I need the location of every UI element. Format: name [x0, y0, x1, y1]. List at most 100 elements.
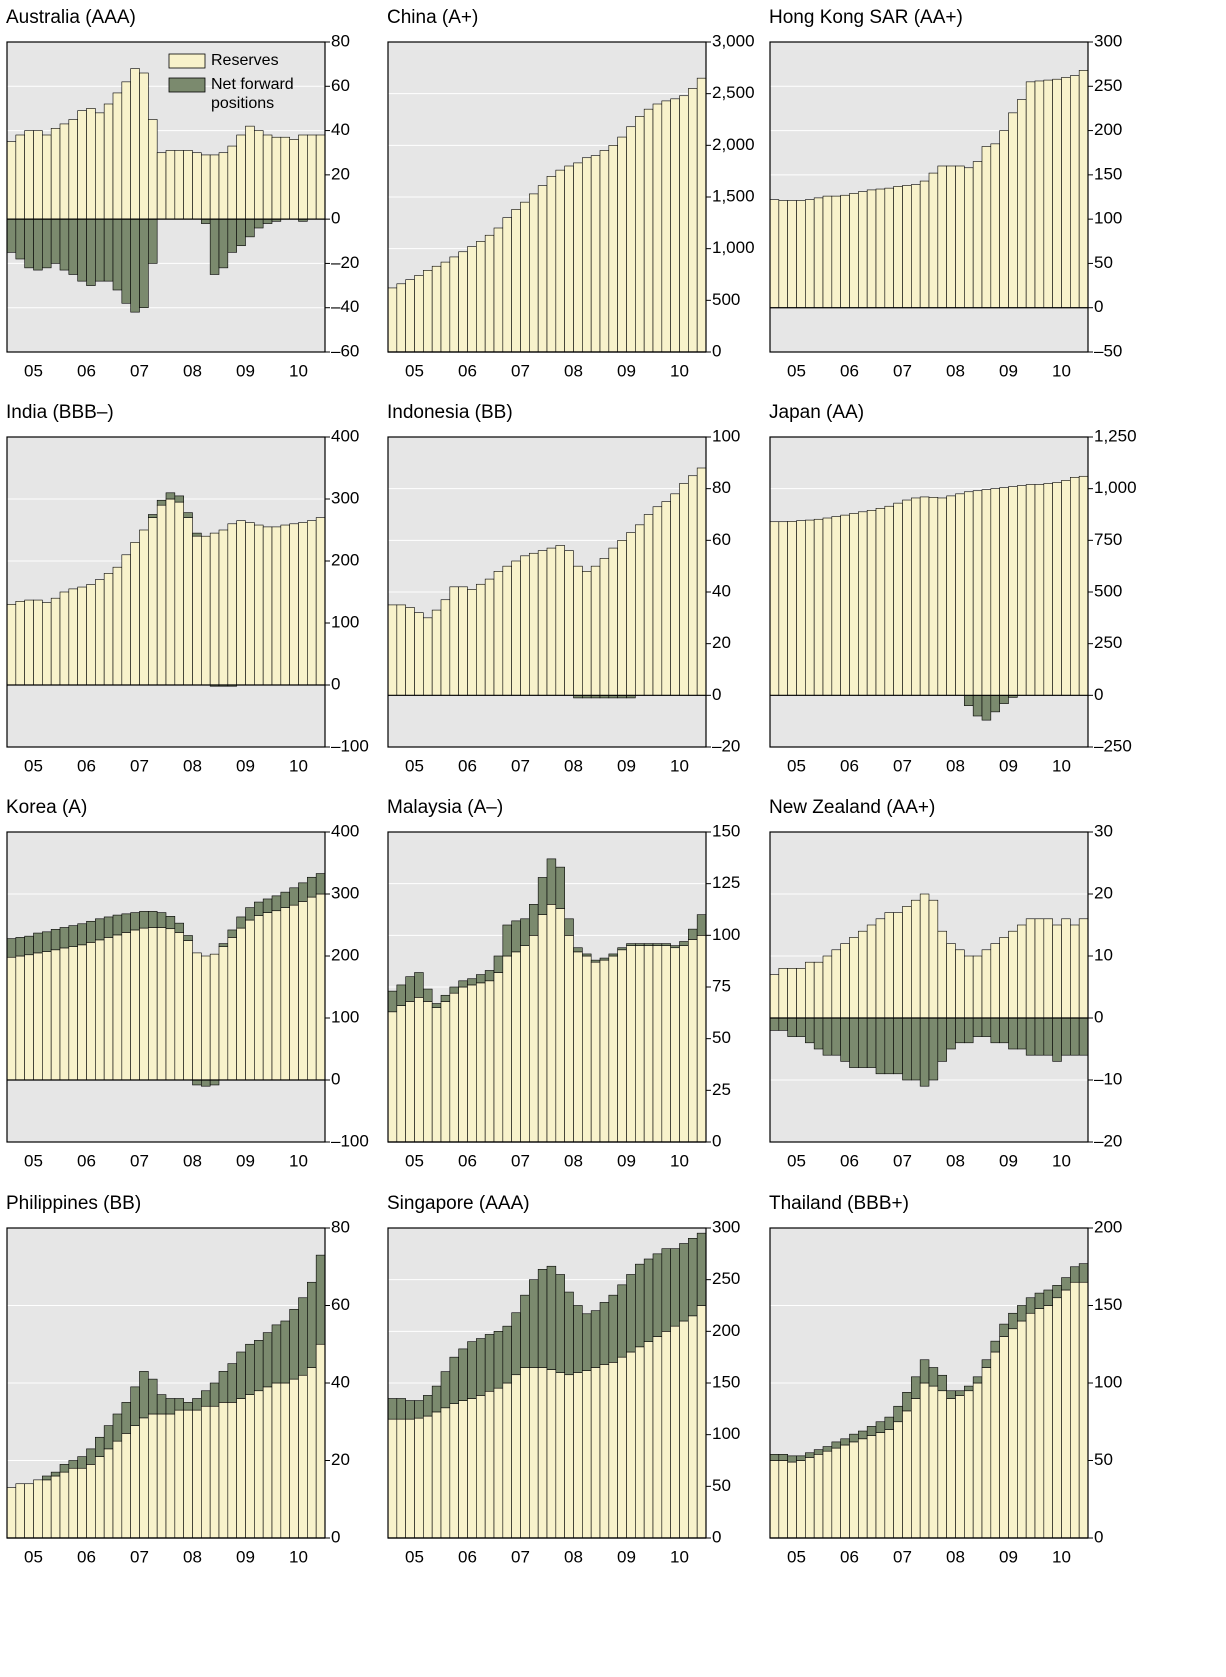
reserves-bar [858, 1438, 868, 1539]
reserves-bar [937, 1390, 947, 1539]
forward-bar [449, 986, 459, 994]
y-tick-label: 200 [1094, 120, 1122, 139]
x-tick-label: 05 [24, 1547, 43, 1566]
reserves-bar [86, 1464, 96, 1539]
forward-bar [1070, 1017, 1080, 1056]
reserves-bar [405, 1418, 415, 1539]
reserves-bar [156, 1413, 167, 1539]
forward-bar [626, 1274, 636, 1353]
forward-bar [86, 1448, 96, 1465]
y-tick-label: 40 [331, 120, 350, 139]
forward-bar [396, 1398, 406, 1420]
reserves-bar [902, 906, 912, 1019]
plot-frame [6, 1227, 326, 1539]
forward-bar [50, 929, 61, 951]
reserves-bar [1008, 1328, 1018, 1539]
forward-bar [458, 980, 468, 988]
reserves-bar [652, 1336, 663, 1539]
reserves-bar [893, 502, 903, 696]
reserves-bar [999, 130, 1009, 309]
x-tick-label: 05 [24, 756, 43, 775]
reserves-bar [875, 507, 886, 696]
forward-bar [1017, 1305, 1027, 1322]
y-tick-label: 100 [1094, 209, 1122, 228]
reserves-bar [652, 945, 663, 1143]
forward-bar [174, 922, 184, 933]
forward-bar [1078, 1017, 1089, 1056]
plot-frame [769, 41, 1089, 353]
reserves-bar [573, 1372, 583, 1539]
x-tick-label: 10 [670, 361, 689, 380]
y-tick-label: 200 [331, 550, 359, 569]
panel-title: Korea (A) [6, 797, 87, 818]
forward-bar [964, 1385, 974, 1392]
forward-bar [1061, 1017, 1071, 1056]
x-tick-label: 09 [999, 756, 1018, 775]
reserves-bar [192, 152, 202, 220]
reserves-bar [511, 1374, 521, 1539]
forward-bar [884, 1416, 894, 1430]
forward-bar [1078, 1263, 1089, 1283]
forward-bar [573, 947, 583, 953]
reserves-bar [840, 943, 850, 1019]
reserves-bar [919, 1382, 930, 1539]
x-tick-label: 06 [77, 1547, 96, 1566]
y-tick-label: 0 [1094, 1527, 1103, 1546]
forward-bar [946, 1390, 956, 1399]
forward-bar [245, 218, 255, 238]
reserves-bar [458, 986, 468, 1143]
forward-bar [50, 1471, 61, 1477]
reserves-bar [635, 524, 645, 696]
forward-bar [831, 1017, 841, 1056]
forward-bar [59, 927, 70, 949]
forward-bar [68, 925, 78, 947]
x-tick-label: 09 [236, 1151, 255, 1170]
reserves-bar [778, 200, 788, 309]
reserves-bar [423, 1415, 433, 1539]
reserves-bar [405, 607, 415, 696]
y-tick-label: 0 [331, 1069, 340, 1088]
y-tick-label: 0 [712, 341, 721, 360]
x-tick-label: 09 [617, 361, 636, 380]
reserves-bar [688, 88, 698, 353]
y-tick-label: 1,500 [712, 186, 755, 205]
reserves-bar [555, 908, 565, 1143]
reserves-bar [840, 194, 850, 309]
reserves-bar [1070, 75, 1080, 309]
reserves-bar [831, 949, 841, 1019]
y-tick-label: 20 [331, 164, 350, 183]
reserves-bar [1052, 1297, 1062, 1539]
forward-bar [174, 1398, 184, 1411]
forward-bar [130, 218, 140, 313]
forward-bar [280, 1320, 290, 1384]
y-tick-label: 750 [1094, 530, 1122, 549]
reserves-bar [608, 547, 618, 696]
reserves-bar [972, 1382, 983, 1539]
forward-bar [564, 1291, 574, 1376]
reserves-bar [298, 134, 308, 220]
x-tick-label: 10 [289, 1151, 308, 1170]
reserves-bar [813, 197, 824, 309]
reserves-bar [289, 904, 299, 1081]
reserves-bar [236, 927, 246, 1081]
forward-bar [661, 1248, 671, 1332]
plot-frame [387, 1227, 707, 1539]
reserves-bar [396, 283, 406, 353]
y-tick-label: 100 [712, 426, 740, 445]
legend-swatch [168, 53, 206, 69]
forward-bar [192, 1398, 202, 1411]
forward-bar [822, 1446, 833, 1452]
reserves-bar [796, 200, 806, 309]
reserves-bar [822, 517, 833, 696]
reserves-bar [1017, 99, 1027, 309]
reserves-bar [778, 521, 788, 696]
reserves-bar [315, 134, 326, 220]
reserves-bar [50, 128, 61, 220]
forward-bar [928, 1367, 939, 1387]
reserves-bar [77, 586, 87, 686]
reserves-bar [919, 893, 930, 1019]
reserves-bar [423, 270, 433, 353]
panel: Malaysia (A–) 0 25 50 75 100 125 150 05 06 07 08 09 1… [387, 797, 740, 1170]
reserves-bar [307, 520, 317, 686]
